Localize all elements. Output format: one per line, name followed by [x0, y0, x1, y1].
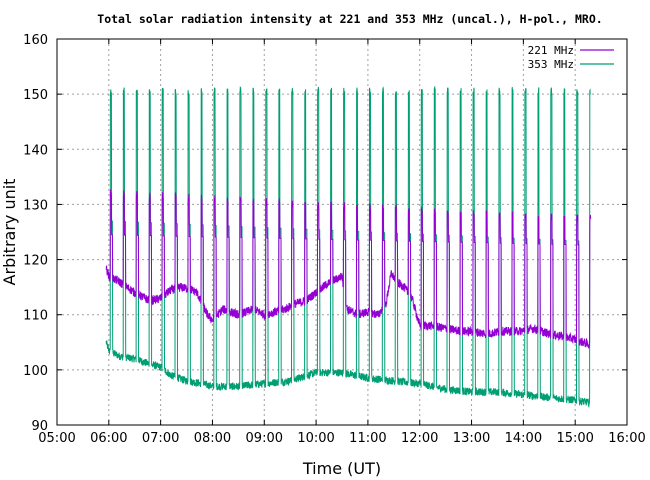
x-tick-label: 14:00: [505, 431, 542, 446]
y-axis-label: Arbitrary unit: [0, 179, 19, 286]
chart-title: Total solar radiation intensity at 221 a…: [97, 12, 602, 26]
x-tick-label: 10:00: [297, 431, 334, 446]
y-tick-label: 140: [23, 143, 48, 158]
x-axis-label: Time (UT): [302, 459, 381, 478]
y-tick-label: 160: [23, 33, 48, 48]
grid-layer: [57, 39, 627, 425]
data-layer: [105, 85, 592, 409]
x-tick-label: 13:00: [453, 431, 490, 446]
y-tick-label: 110: [23, 309, 48, 324]
x-tick-label: 11:00: [349, 431, 386, 446]
x-tick-label: 09:00: [246, 431, 283, 446]
legend-label-221: 221 MHz: [528, 44, 574, 57]
plot-frame: [56, 38, 628, 426]
x-tick-label: 15:00: [556, 431, 593, 446]
x-tick-label: 08:00: [194, 431, 231, 446]
ticks-layer: 05:00 06:00 07:00 08:00 09:00 10:00 11:00 12:00…: [23, 33, 646, 446]
legend: 221 MHz 353 MHz: [528, 44, 614, 71]
series-line-353mhz: [105, 85, 591, 409]
series-line-221mhz: [105, 189, 592, 349]
x-tick-label: 16:00: [608, 431, 645, 446]
x-tick-label: 07:00: [142, 431, 179, 446]
y-tick-label: 150: [23, 88, 48, 103]
legend-label-353: 353 MHz: [528, 58, 574, 71]
y-tick-label: 100: [23, 364, 48, 379]
x-tick-label: 05:00: [38, 431, 75, 446]
y-tick-label: 90: [31, 419, 48, 434]
y-tick-label: 120: [23, 254, 48, 269]
y-tick-label: 130: [23, 198, 48, 213]
x-tick-label: 06:00: [90, 431, 127, 446]
x-tick-label: 12:00: [401, 431, 438, 446]
